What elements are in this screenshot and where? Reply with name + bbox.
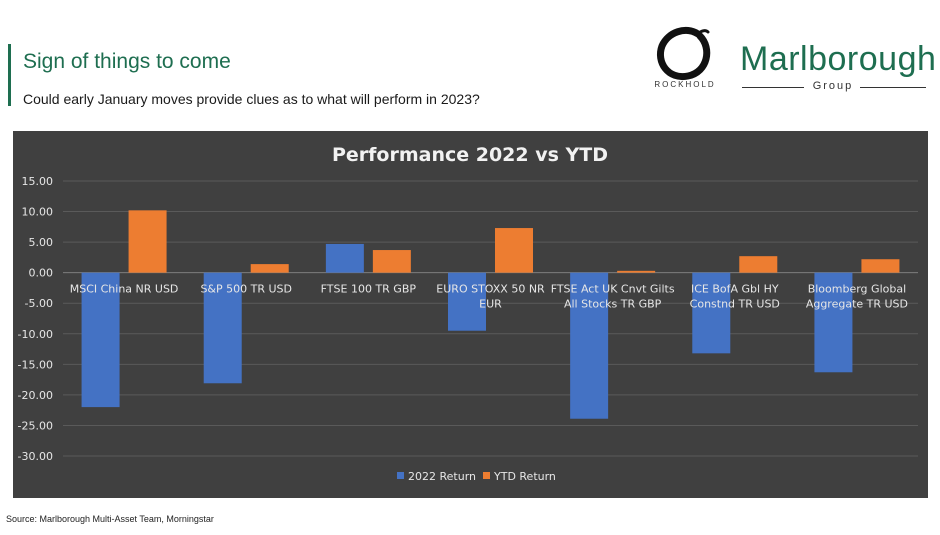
bar-ytd-return — [372, 250, 411, 273]
bar-2022-return — [203, 272, 242, 384]
y-tick-label: -20.00 — [18, 389, 53, 402]
bar-ytd-return — [861, 259, 900, 273]
bar-2022-return — [570, 272, 609, 419]
category-label: Bloomberg Global — [808, 283, 906, 296]
category-label: MSCI China NR USD — [70, 283, 179, 296]
category-label: ICE BofA Gbl HY — [691, 283, 779, 296]
y-tick-label: 15.00 — [22, 175, 54, 188]
bar-ytd-return — [739, 256, 778, 273]
title-accent-bar — [8, 44, 11, 106]
bar-2022-return — [814, 272, 853, 373]
category-label: EURO STOXX 50 NR — [436, 283, 545, 296]
legend-label: YTD Return — [493, 470, 556, 483]
marlborough-logo: Marlborough — [740, 40, 937, 78]
bar-2022-return — [448, 272, 486, 331]
chart-title: Performance 2022 vs YTD — [332, 144, 608, 166]
category-label: S&P 500 TR USD — [200, 283, 292, 296]
legend-label: 2022 Return — [408, 470, 476, 483]
category-label: FTSE 100 TR GBP — [321, 283, 417, 296]
y-tick-label: 5.00 — [29, 236, 54, 249]
legend-swatch — [397, 472, 404, 479]
y-tick-label: 10.00 — [22, 206, 54, 219]
y-tick-label: -30.00 — [18, 450, 53, 463]
rockhold-logo-text: ROCKHOLD — [654, 80, 716, 89]
enso-circle-icon — [657, 27, 711, 81]
bar-2022-return — [325, 243, 364, 273]
y-tick-label: -25.00 — [18, 419, 53, 432]
page-title: Sign of things to come — [23, 50, 231, 73]
y-tick-label: 0.00 — [29, 267, 54, 280]
y-tick-label: -15.00 — [18, 358, 53, 371]
marlborough-group-label: Group — [812, 80, 854, 92]
bar-ytd-return — [617, 270, 656, 273]
legend-swatch — [483, 472, 490, 479]
grid-layer: 15.00 10.00 5.00 0.00 -5.00 -10.00 -15.00 -20.0… — [18, 175, 918, 463]
logo-divider-left — [742, 87, 804, 88]
category-label: Constnd TR USD — [690, 298, 780, 311]
bar-layer — [81, 210, 900, 419]
bar-chart: Performance 2022 vs YTD 15.00 10.00 5.00 0.… — [18, 144, 918, 483]
category-label: All Stocks TR GBP — [564, 298, 662, 311]
page-subtitle: Could early January moves provide clues … — [23, 91, 480, 107]
bar-2022-return — [692, 272, 731, 354]
bar-2022-return — [81, 272, 120, 408]
y-tick-label: -5.00 — [25, 297, 53, 310]
source-note: Source: Marlborough Multi-Asset Team, Mo… — [6, 514, 214, 524]
category-label: EUR — [479, 298, 502, 311]
chart-area: Performance 2022 vs YTD 15.00 10.00 5.00 0.… — [13, 131, 928, 498]
category-label: FTSE Act UK Cnvt Gilts — [551, 283, 675, 296]
label-layer: MSCI China NR USD S&P 500 TR USD FTSE 100 … — [70, 283, 908, 311]
legend: 2022 Return YTD Return — [397, 470, 556, 483]
bar-ytd-return — [495, 228, 533, 273]
bar-ytd-return — [128, 210, 167, 273]
bar-ytd-return — [250, 264, 289, 273]
logo-divider-right — [860, 87, 926, 88]
category-label: Aggregate TR USD — [806, 298, 908, 311]
y-tick-label: -10.00 — [18, 328, 53, 341]
